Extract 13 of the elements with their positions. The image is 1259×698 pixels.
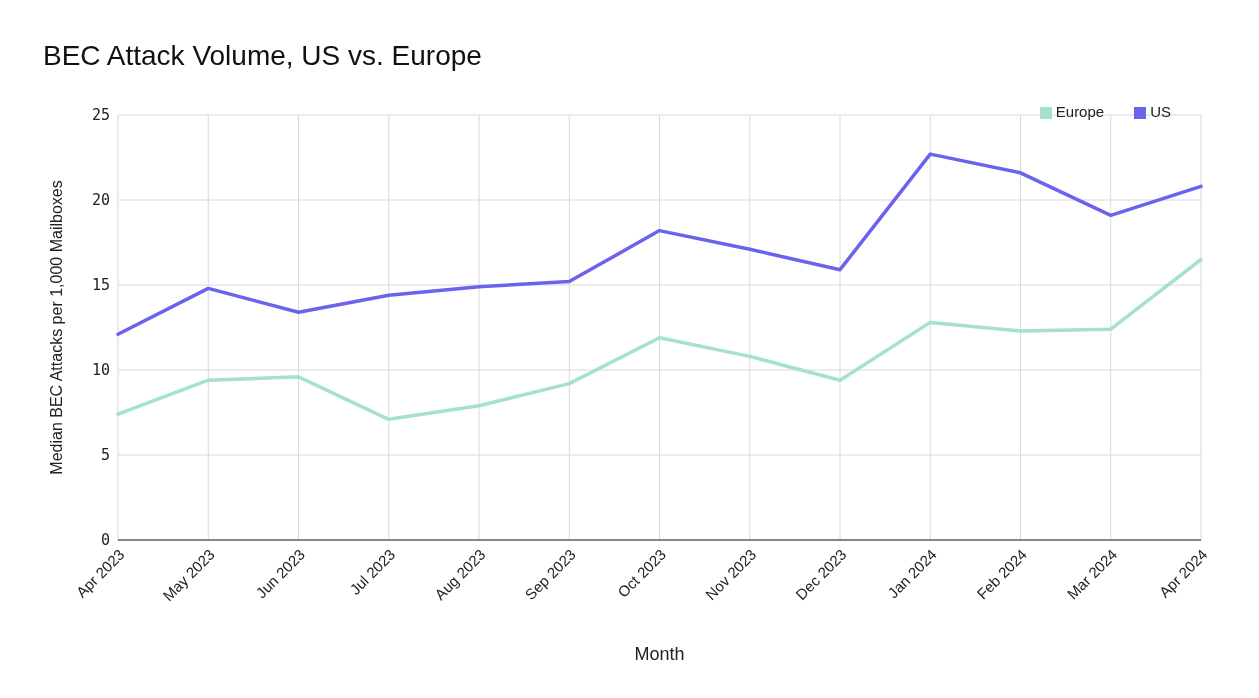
line-series [116,152,1203,337]
y-tick-label: 20 [91,191,110,210]
y-axis-title: Median BEC Attacks per 1,000 Mailboxes [47,180,65,475]
y-tick-label: 0 [100,531,110,550]
y-tick-label: 25 [91,106,110,125]
y-tick-label: 15 [91,276,110,295]
legend-label: US [1150,103,1171,120]
y-tick-label: 10 [91,361,110,380]
x-axis-title: Month [634,644,685,664]
legend-label: Europe [1055,103,1105,120]
chart-title: BEC Attack Volume, US vs. Europe [43,40,482,72]
line-series [116,257,1203,422]
y-tick-label: 5 [100,446,110,465]
